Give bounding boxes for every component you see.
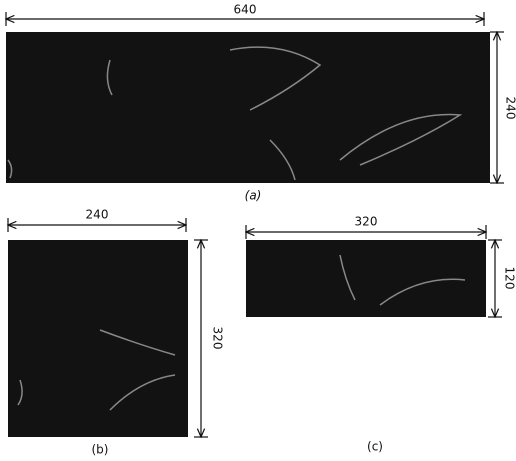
streak — [269, 139, 296, 181]
streak — [339, 254, 356, 301]
caption: (a) — [245, 189, 262, 203]
streak — [17, 379, 23, 406]
caption: (b) — [92, 443, 109, 457]
streak — [229, 46, 322, 111]
width-label: 640 — [234, 3, 257, 17]
width-label: 240 — [86, 208, 109, 222]
image — [8, 240, 188, 437]
panel-b: 240 320 (b) — [8, 208, 225, 457]
streak — [339, 113, 463, 166]
panel-a: 640 240 (a) — [6, 3, 516, 203]
width-label: 320 — [355, 215, 378, 229]
streak — [99, 329, 176, 356]
image — [6, 32, 490, 183]
caption: (c) — [367, 440, 383, 454]
streak — [106, 59, 113, 96]
height-label: 320 — [211, 327, 225, 350]
streak — [7, 159, 13, 179]
streak — [109, 374, 176, 411]
image — [246, 240, 486, 317]
height-label: 240 — [504, 97, 516, 120]
height-label: 120 — [503, 267, 516, 290]
panel-c: 320 120 (c) — [246, 215, 516, 454]
streak — [379, 278, 466, 306]
